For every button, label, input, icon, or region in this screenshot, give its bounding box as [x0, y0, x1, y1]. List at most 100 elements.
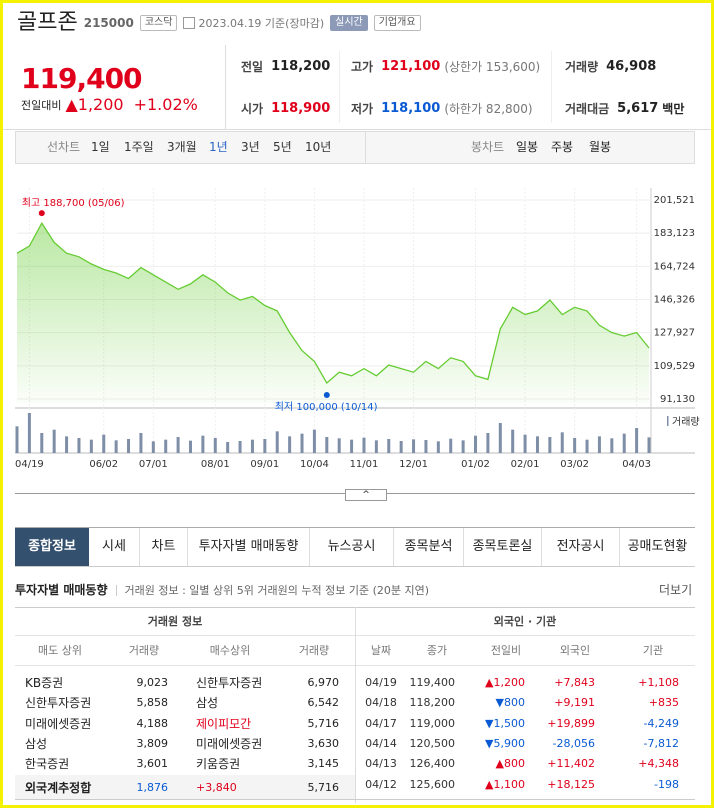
volume-label: 거래량 [672, 416, 700, 428]
more-link[interactable]: 더보기 [659, 583, 693, 597]
period-tab[interactable]: 3개월 [167, 140, 197, 154]
column-header: 외국인 [559, 644, 591, 657]
volume-bar [77, 438, 81, 453]
flow-cell: +19,899 [547, 716, 595, 730]
stat-unit: 백만 [662, 101, 685, 116]
header: 골프존 215000 코스닥 2023.04.19 기준(장마감) 실시간 기업개요 [17, 12, 421, 34]
broker-cell: 삼성 [25, 736, 48, 751]
table-divider [355, 607, 356, 803]
change-pct: +1.02% [133, 95, 198, 114]
column-header: 날짜 [370, 644, 392, 657]
volume-bar [188, 440, 192, 453]
chart: 201,521 183,123 164,724 146,326 127,927 109,5… [15, 188, 700, 470]
volume-bar [40, 433, 44, 453]
candle-tab[interactable]: 월봉 [589, 140, 612, 154]
main-tab[interactable]: 시세 [102, 539, 126, 554]
period-tab[interactable]: 5년 [273, 140, 292, 154]
stat-sub: (상한가 153,600) [444, 59, 541, 74]
flow-cell: +835 [648, 696, 679, 710]
stock-code: 215000 [83, 16, 134, 30]
low-label: 최저 100,000 (10/14) [275, 401, 378, 413]
collapse-button[interactable]: ^ [345, 489, 387, 501]
broker-cell: KB증권 [25, 676, 64, 690]
main-tab[interactable]: 전자공시 [541, 528, 619, 566]
volume-bar [350, 439, 354, 453]
volume-bar [275, 431, 279, 453]
flow-cell: +9,191 [554, 696, 595, 710]
x-tick-label: 03/02 [560, 459, 589, 470]
y-tick-label: 146,326 [654, 294, 695, 305]
period-bar [15, 131, 695, 164]
flow-cell: +7,843 [554, 676, 595, 689]
volume-bar [300, 433, 304, 453]
volume-bar [176, 437, 180, 453]
column-header: 거래량 [298, 644, 330, 657]
candle-tab[interactable]: 주봉 [551, 140, 574, 154]
main-tab[interactable]: 종합정보 [15, 528, 89, 566]
stat-label: 저가 [351, 101, 374, 116]
stat-value: 46,908 [606, 59, 657, 74]
section-desc: 거래원 정보 : 일별 상위 5위 거래원의 누적 정보 기준 (20분 지연) [124, 583, 430, 597]
flow-cell: 120,500 [409, 736, 456, 750]
period-tab[interactable]: 1일 [91, 140, 110, 154]
quote-bottom-line [3, 129, 711, 130]
column-header: 종가 [426, 644, 448, 657]
flow-cell: 04/13 [365, 757, 397, 771]
volume-bar [474, 435, 478, 453]
flow-cell: -28,056 [552, 736, 595, 750]
volume-bar [374, 440, 378, 453]
flow-cell: 04/18 [365, 696, 397, 710]
stats-divider [551, 51, 552, 123]
broker-cell: 5,716 [307, 716, 340, 730]
main-tab[interactable]: 종목토론실 [463, 528, 541, 566]
main-tab[interactable]: 차트 [139, 528, 187, 566]
y-tick-label: 91,130 [660, 394, 695, 405]
x-tick-label: 01/02 [461, 459, 490, 470]
stat: 거래량 46,908 [565, 60, 656, 73]
main-tab[interactable]: 공매도현황 [619, 528, 695, 566]
main-tab[interactable]: 종목분석 [393, 528, 463, 566]
flow-cell: ▲1,100 [485, 777, 525, 791]
stat-label: 시가 [241, 101, 264, 116]
flow-cell: ▼5,900 [485, 736, 525, 750]
period-tab[interactable]: 1년 [209, 140, 228, 154]
stat-value: 118,200 [271, 59, 331, 74]
volume-bar [486, 433, 490, 453]
volume-bar [461, 440, 465, 453]
quote-divider [225, 45, 226, 129]
x-tick-label: 10/04 [300, 459, 329, 470]
line-chart-label: 선차트 [47, 140, 81, 154]
market-badge: 코스닥 [139, 15, 178, 31]
main-tab[interactable]: 투자자별 매매동향 [187, 528, 309, 566]
section-sep [115, 584, 117, 596]
realtime-badge[interactable]: 실시간 [330, 15, 368, 31]
volume-bar [226, 442, 230, 453]
period-tab[interactable]: 10년 [305, 140, 332, 154]
overview-button[interactable]: 기업개요 [373, 15, 421, 31]
broker-cell: 삼성 [196, 696, 219, 711]
column-header: 매도 상위 [38, 644, 82, 657]
flow-cell: +1,108 [638, 676, 679, 689]
broker-cell: 한국증권 [25, 757, 70, 772]
broker-cell: 3,630 [307, 736, 340, 750]
broker-cell: 신한투자증권 [196, 676, 263, 690]
volume-bar [238, 441, 242, 453]
stat-label: 고가 [351, 59, 374, 74]
broker-cell: 신한투자증권 [25, 696, 92, 711]
main-tabs: 종합정보 시세 차트 투자자별 매매동향 뉴스공시 종목분석 종목토론실 전자공시 공매도현황 [15, 527, 695, 567]
period-tab[interactable]: 1주일 [124, 140, 154, 154]
flow-cell: +11,402 [547, 757, 595, 771]
main-tab[interactable]: 뉴스공시 [309, 528, 393, 566]
candle-tab[interactable]: 일봉 [516, 140, 539, 154]
period-tab[interactable]: 3년 [241, 140, 260, 154]
volume-bar [139, 433, 143, 453]
table-bottom-line [15, 799, 695, 800]
section-title: 투자자별 매매동향 [15, 583, 108, 597]
x-tick-label: 06/02 [89, 459, 118, 470]
volume-bar [399, 441, 403, 453]
volume-bar [424, 440, 428, 453]
volume-bar [337, 438, 341, 453]
volume-bar [436, 441, 440, 453]
